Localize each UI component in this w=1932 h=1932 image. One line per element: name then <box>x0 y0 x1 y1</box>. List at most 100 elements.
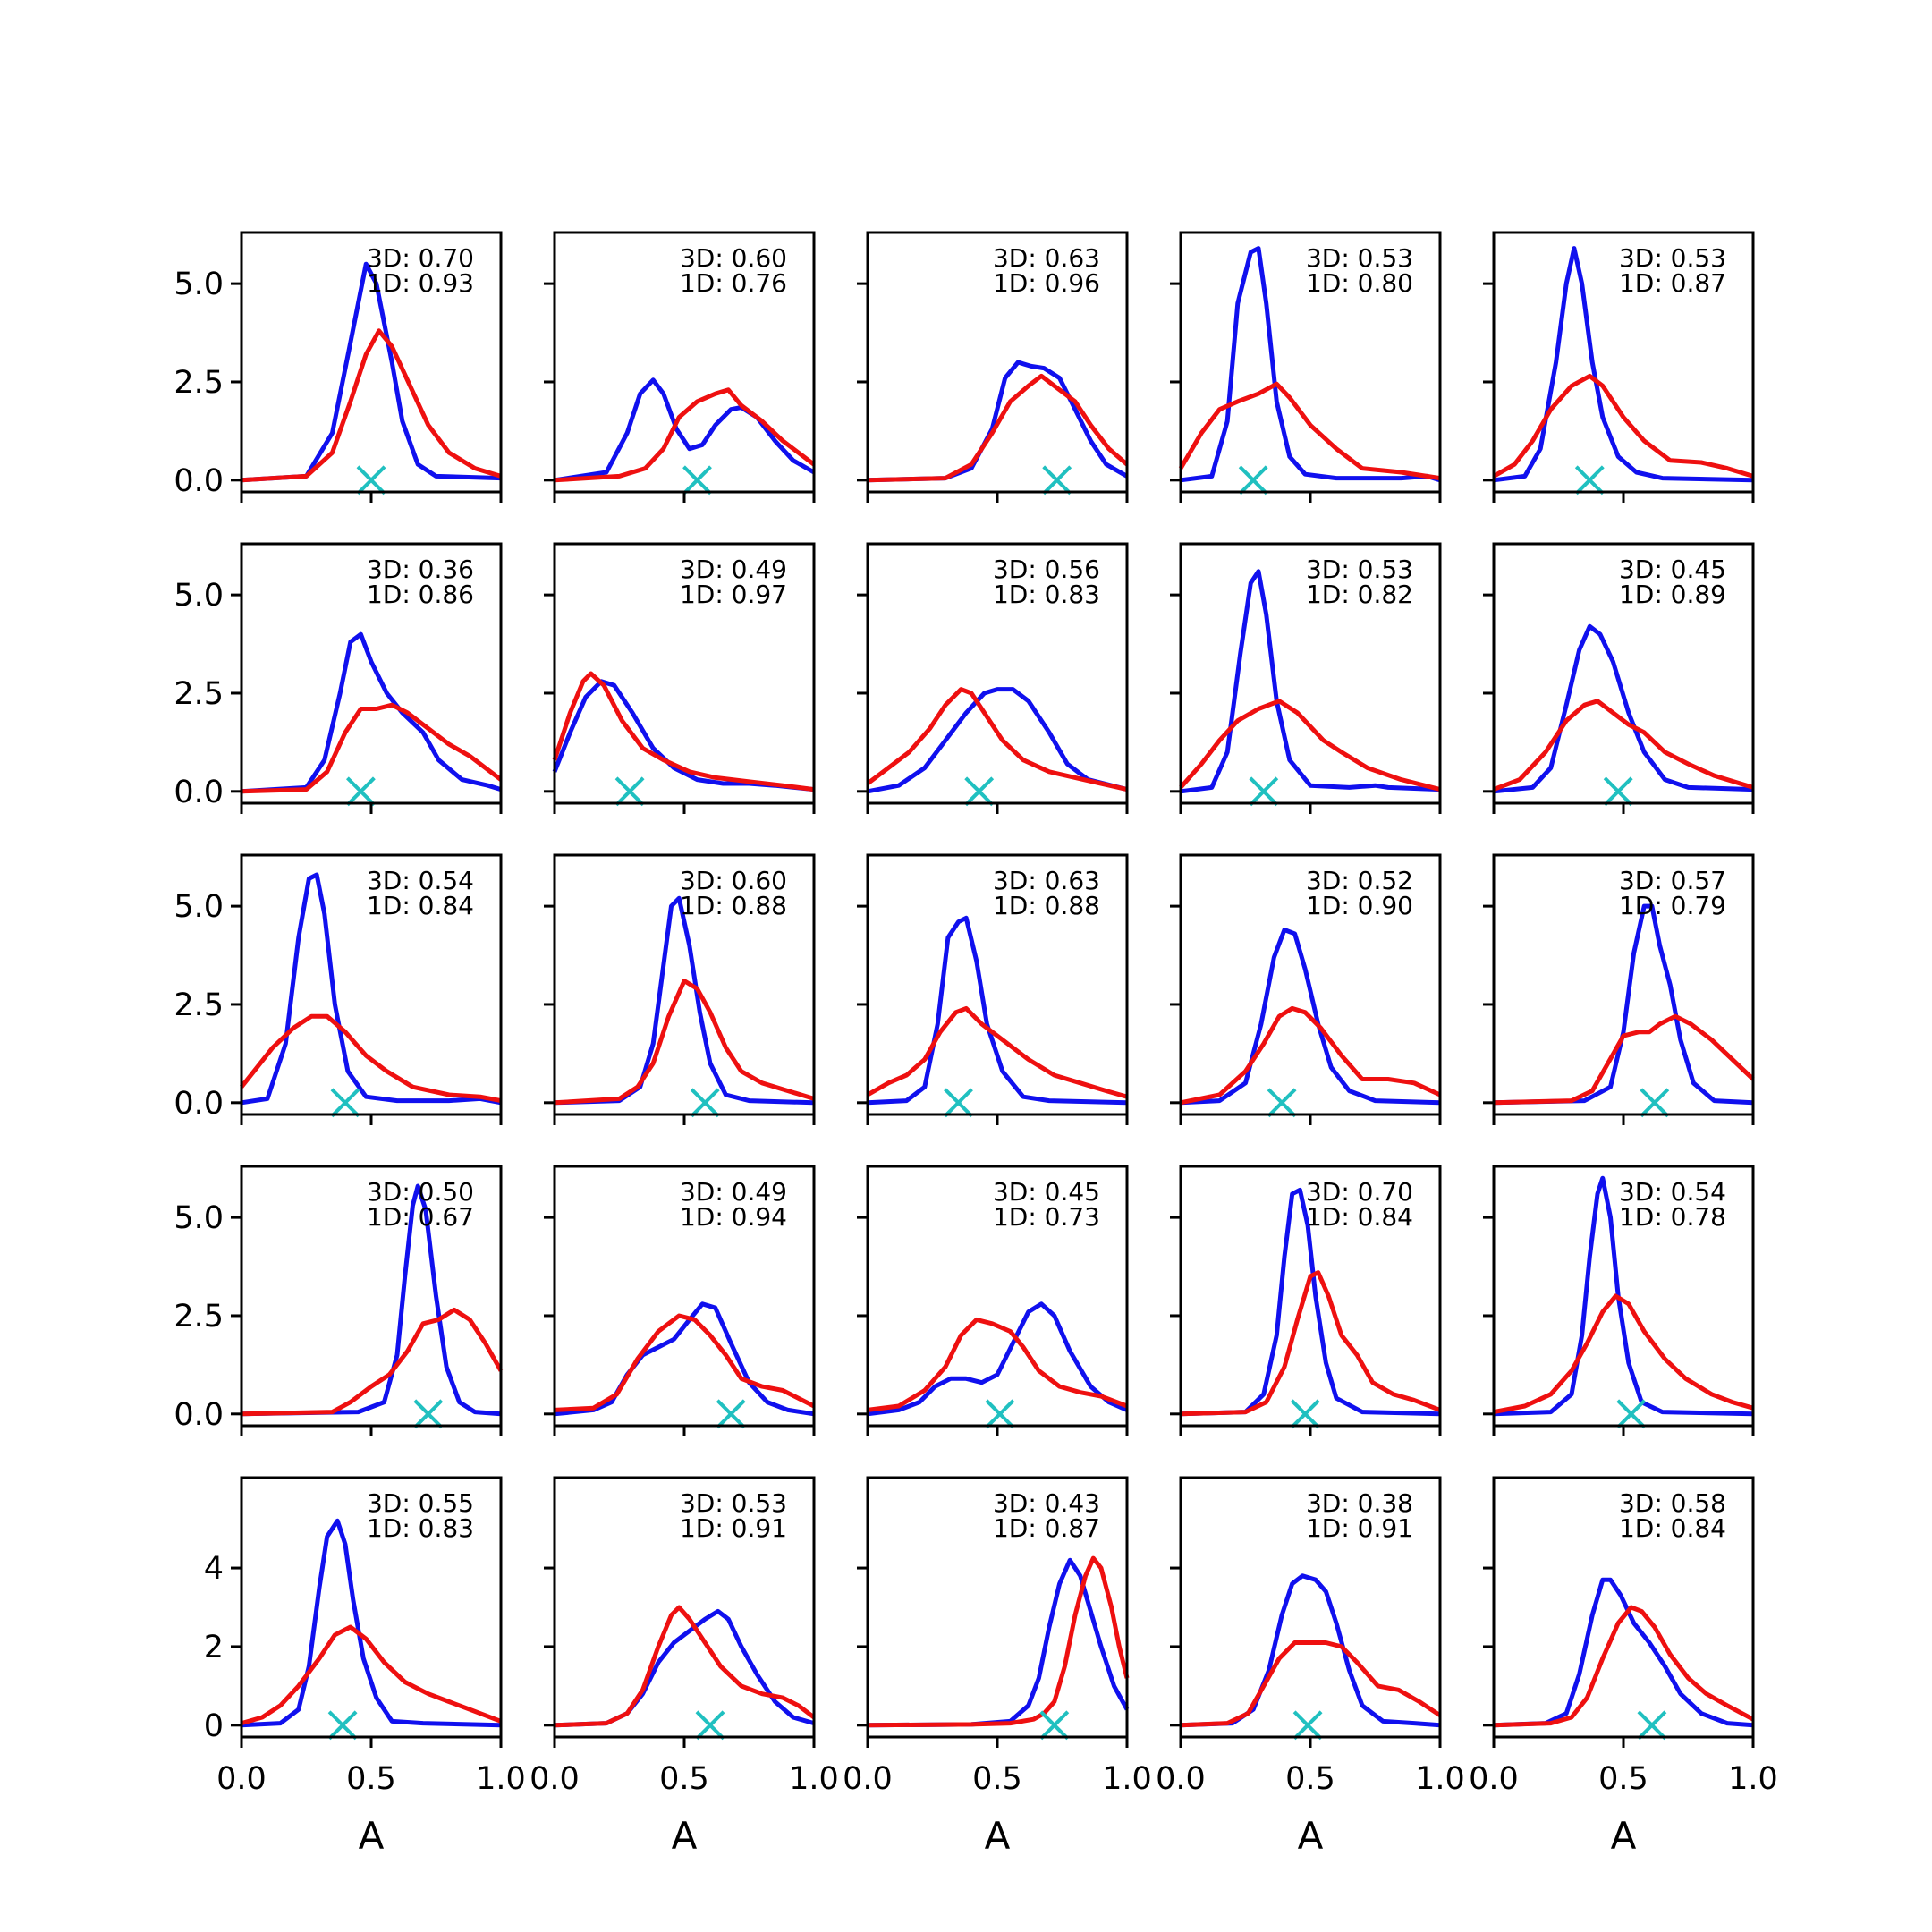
y-tick-label: 5.0 <box>174 1200 224 1236</box>
annotation-3d: 3D: 0.63 <box>993 243 1100 273</box>
series-1d-line <box>866 687 1128 792</box>
series-3d-line <box>241 261 502 483</box>
annotation-3d: 3D: 0.70 <box>367 243 474 273</box>
true-value-marker <box>1574 465 1605 496</box>
true-value-marker <box>985 1399 1015 1429</box>
annotation-1d: 1D: 0.90 <box>1306 891 1413 920</box>
annotation-1d: 1D: 0.84 <box>1619 1513 1726 1543</box>
y-tick-label: 0.0 <box>174 463 224 499</box>
y-tick-label: 0.0 <box>174 1397 224 1433</box>
true-value-marker <box>682 465 712 496</box>
series-1d-line <box>1493 1605 1755 1728</box>
series-3d-line <box>1180 569 1441 794</box>
annotation-1d: 1D: 0.83 <box>367 1513 474 1543</box>
annotation-1d: 1D: 0.67 <box>367 1202 474 1232</box>
true-value-marker <box>1616 1399 1647 1429</box>
true-value-marker <box>1249 776 1279 807</box>
series-1d-line <box>554 387 816 483</box>
y-tick-label: 0.0 <box>174 1086 224 1122</box>
x-tick-label: 0.5 <box>972 1761 1022 1797</box>
series-3d-line <box>867 1557 1130 1728</box>
series-1d-line <box>1178 381 1441 481</box>
series-3d-line <box>867 1301 1128 1417</box>
x-tick-label: 1.0 <box>1728 1761 1778 1797</box>
series-3d-line <box>1180 1573 1441 1728</box>
annotation-1d: 1D: 0.94 <box>680 1202 787 1232</box>
series-1d-line <box>1492 373 1754 479</box>
true-value-marker <box>1640 1088 1670 1118</box>
annotation-3d: 3D: 0.54 <box>1619 1177 1726 1207</box>
true-value-marker <box>1267 1088 1297 1118</box>
annotation-1d: 1D: 0.73 <box>993 1202 1100 1232</box>
y-tick-label: 5.0 <box>174 267 224 302</box>
true-value-marker <box>1042 465 1072 496</box>
x-tick-label: 0.0 <box>1156 1761 1206 1797</box>
annotation-1d: 1D: 0.93 <box>367 268 474 298</box>
series-1d-line <box>1493 699 1754 792</box>
y-tick-label: 4 <box>204 1551 224 1587</box>
series-3d-line <box>1180 928 1441 1106</box>
series-1d-line <box>867 1317 1128 1412</box>
series-3d-line <box>867 360 1129 483</box>
x-tick-label: 0.5 <box>1285 1761 1335 1797</box>
x-axis-label: A <box>359 1814 385 1858</box>
x-tick-label: 0.0 <box>216 1761 267 1797</box>
annotation-1d: 1D: 0.88 <box>993 891 1100 920</box>
y-tick-label: 0.0 <box>174 775 224 810</box>
true-value-marker <box>413 1399 444 1429</box>
series-3d-line <box>241 872 502 1106</box>
series-3d-line <box>1493 1577 1754 1728</box>
annotation-1d: 1D: 0.84 <box>1306 1202 1413 1232</box>
x-tick-label: 0.5 <box>346 1761 396 1797</box>
series-3d-line <box>241 1518 502 1728</box>
annotation-3d: 3D: 0.43 <box>993 1488 1100 1518</box>
true-value-marker <box>690 1088 720 1118</box>
true-value-marker <box>716 1399 746 1429</box>
annotation-3d: 3D: 0.55 <box>367 1488 474 1518</box>
annotation-3d: 3D: 0.57 <box>1619 866 1726 895</box>
y-tick-label: 2 <box>204 1630 224 1665</box>
annotation-1d: 1D: 0.89 <box>1619 580 1726 609</box>
series-1d-line <box>1179 699 1441 792</box>
series-3d-line <box>552 679 815 792</box>
annotation-1d: 1D: 0.76 <box>680 268 787 298</box>
series-3d-line <box>1180 246 1441 483</box>
y-tick-label: 5.0 <box>174 889 224 925</box>
annotation-1d: 1D: 0.86 <box>367 580 474 609</box>
x-axis-label: A <box>1611 1814 1637 1858</box>
x-tick-label: 0.5 <box>659 1761 709 1797</box>
true-value-marker <box>327 1710 358 1741</box>
series-1d-line <box>554 1605 816 1728</box>
annotation-1d: 1D: 0.83 <box>993 580 1100 609</box>
true-value-marker <box>345 776 376 807</box>
annotation-3d: 3D: 0.60 <box>680 243 787 273</box>
annotation-3d: 3D: 0.60 <box>680 866 787 895</box>
annotation-3d: 3D: 0.58 <box>1619 1488 1726 1518</box>
annotation-3d: 3D: 0.54 <box>367 866 474 895</box>
true-value-marker <box>356 465 386 496</box>
annotation-1d: 1D: 0.91 <box>680 1513 787 1543</box>
annotation-3d: 3D: 0.38 <box>1306 1488 1413 1518</box>
series-1d-line <box>866 1005 1128 1099</box>
true-value-marker <box>695 1710 725 1741</box>
annotation-3d: 3D: 0.49 <box>680 1177 787 1207</box>
annotation-3d: 3D: 0.45 <box>1619 555 1726 584</box>
series-3d-line <box>1180 1187 1441 1417</box>
annotation-1d: 1D: 0.80 <box>1306 268 1413 298</box>
annotation-3d: 3D: 0.52 <box>1306 866 1413 895</box>
series-3d-line <box>241 1183 502 1417</box>
annotation-1d: 1D: 0.87 <box>993 1513 1100 1543</box>
true-value-marker <box>614 776 645 807</box>
series-1d-line <box>1493 1013 1755 1106</box>
